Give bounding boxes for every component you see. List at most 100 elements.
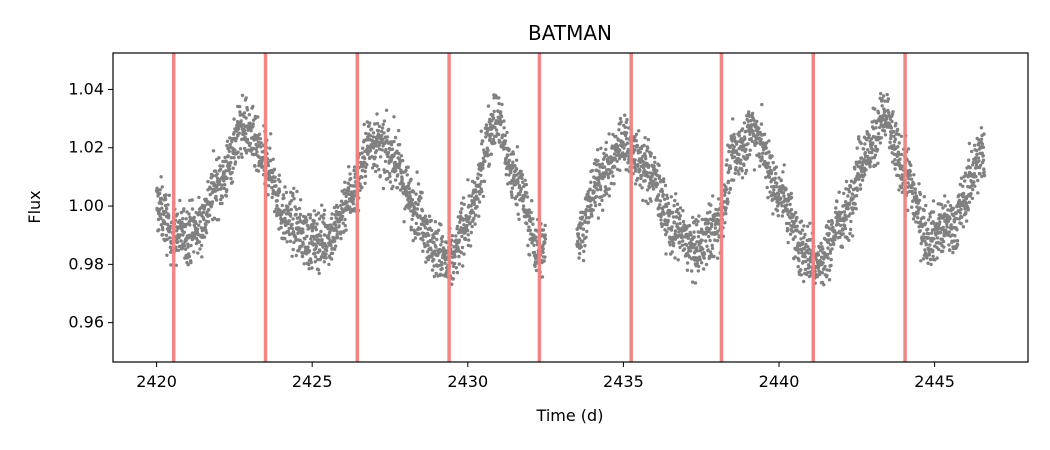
data-point bbox=[706, 248, 710, 252]
data-point bbox=[674, 215, 679, 219]
data-point bbox=[662, 177, 666, 181]
data-point bbox=[952, 220, 957, 224]
data-point bbox=[707, 234, 711, 239]
data-point bbox=[165, 206, 169, 211]
data-point bbox=[404, 168, 408, 173]
data-point bbox=[204, 222, 208, 227]
data-point bbox=[580, 222, 584, 226]
data-point bbox=[907, 177, 911, 181]
data-point bbox=[228, 142, 232, 147]
data-point bbox=[439, 249, 443, 253]
data-point bbox=[543, 233, 547, 237]
data-point bbox=[499, 114, 504, 119]
data-point bbox=[745, 156, 750, 160]
data-point bbox=[618, 148, 622, 152]
data-point bbox=[443, 261, 447, 265]
data-point bbox=[440, 239, 444, 244]
data-point bbox=[848, 231, 852, 236]
data-point bbox=[922, 216, 926, 220]
data-point bbox=[951, 250, 955, 255]
data-point bbox=[314, 213, 318, 217]
data-point bbox=[925, 256, 929, 260]
data-point bbox=[541, 247, 545, 251]
data-point bbox=[723, 221, 727, 225]
data-point bbox=[665, 196, 670, 200]
data-point bbox=[696, 219, 700, 224]
data-point bbox=[257, 132, 262, 136]
data-point bbox=[646, 201, 650, 206]
data-point bbox=[724, 187, 729, 192]
data-point bbox=[695, 249, 700, 253]
data-point bbox=[272, 209, 277, 214]
data-point bbox=[393, 178, 398, 182]
data-point bbox=[244, 132, 248, 136]
data-point bbox=[942, 245, 946, 249]
data-point bbox=[935, 256, 939, 260]
data-point bbox=[420, 190, 424, 195]
data-point bbox=[774, 171, 778, 176]
data-point bbox=[430, 268, 435, 272]
data-point bbox=[363, 169, 367, 174]
data-point bbox=[748, 148, 752, 152]
data-point bbox=[160, 185, 164, 189]
data-point bbox=[681, 219, 686, 224]
data-point bbox=[484, 123, 489, 127]
data-point bbox=[776, 214, 780, 218]
data-point bbox=[334, 226, 338, 230]
data-point bbox=[906, 208, 910, 212]
data-point bbox=[795, 228, 799, 232]
data-point bbox=[678, 240, 682, 244]
data-point bbox=[677, 217, 682, 221]
data-point bbox=[726, 200, 730, 204]
data-point bbox=[497, 101, 501, 106]
data-point bbox=[661, 179, 666, 184]
data-point bbox=[365, 162, 369, 167]
data-point bbox=[943, 194, 947, 198]
data-point bbox=[307, 267, 311, 271]
data-point bbox=[681, 239, 685, 243]
data-point bbox=[468, 222, 472, 226]
data-point bbox=[249, 129, 253, 133]
data-point bbox=[279, 225, 283, 230]
data-point bbox=[450, 238, 454, 242]
data-point bbox=[413, 236, 418, 240]
data-point bbox=[270, 171, 275, 175]
data-point bbox=[708, 227, 712, 231]
data-point bbox=[666, 218, 670, 223]
data-point bbox=[269, 132, 273, 136]
data-point bbox=[780, 204, 784, 208]
data-point bbox=[806, 245, 810, 249]
y-tick-label: 1.00 bbox=[68, 196, 104, 215]
data-point bbox=[459, 250, 463, 255]
data-point bbox=[343, 217, 347, 222]
data-point bbox=[680, 243, 684, 247]
data-point bbox=[194, 210, 198, 215]
data-point bbox=[602, 165, 607, 169]
data-point bbox=[913, 191, 917, 195]
data-point bbox=[255, 136, 260, 141]
data-point bbox=[922, 195, 926, 199]
data-point bbox=[214, 198, 219, 202]
data-point bbox=[484, 135, 488, 139]
data-point bbox=[384, 108, 389, 113]
data-point bbox=[855, 188, 860, 192]
data-point bbox=[708, 238, 712, 243]
data-point bbox=[543, 255, 547, 259]
data-point bbox=[737, 172, 741, 176]
data-point bbox=[527, 225, 531, 229]
data-point bbox=[736, 169, 740, 173]
data-point bbox=[343, 180, 347, 184]
data-point bbox=[971, 187, 975, 192]
data-point bbox=[314, 227, 318, 232]
data-point bbox=[596, 178, 601, 182]
data-point bbox=[881, 118, 885, 122]
data-point bbox=[737, 134, 741, 138]
plot-area-frame bbox=[112, 52, 1029, 363]
data-point bbox=[167, 193, 171, 197]
data-point bbox=[289, 199, 294, 203]
data-point bbox=[954, 211, 958, 216]
data-point bbox=[158, 188, 162, 192]
data-point bbox=[409, 228, 413, 232]
data-point bbox=[328, 229, 332, 233]
data-point bbox=[867, 133, 871, 137]
